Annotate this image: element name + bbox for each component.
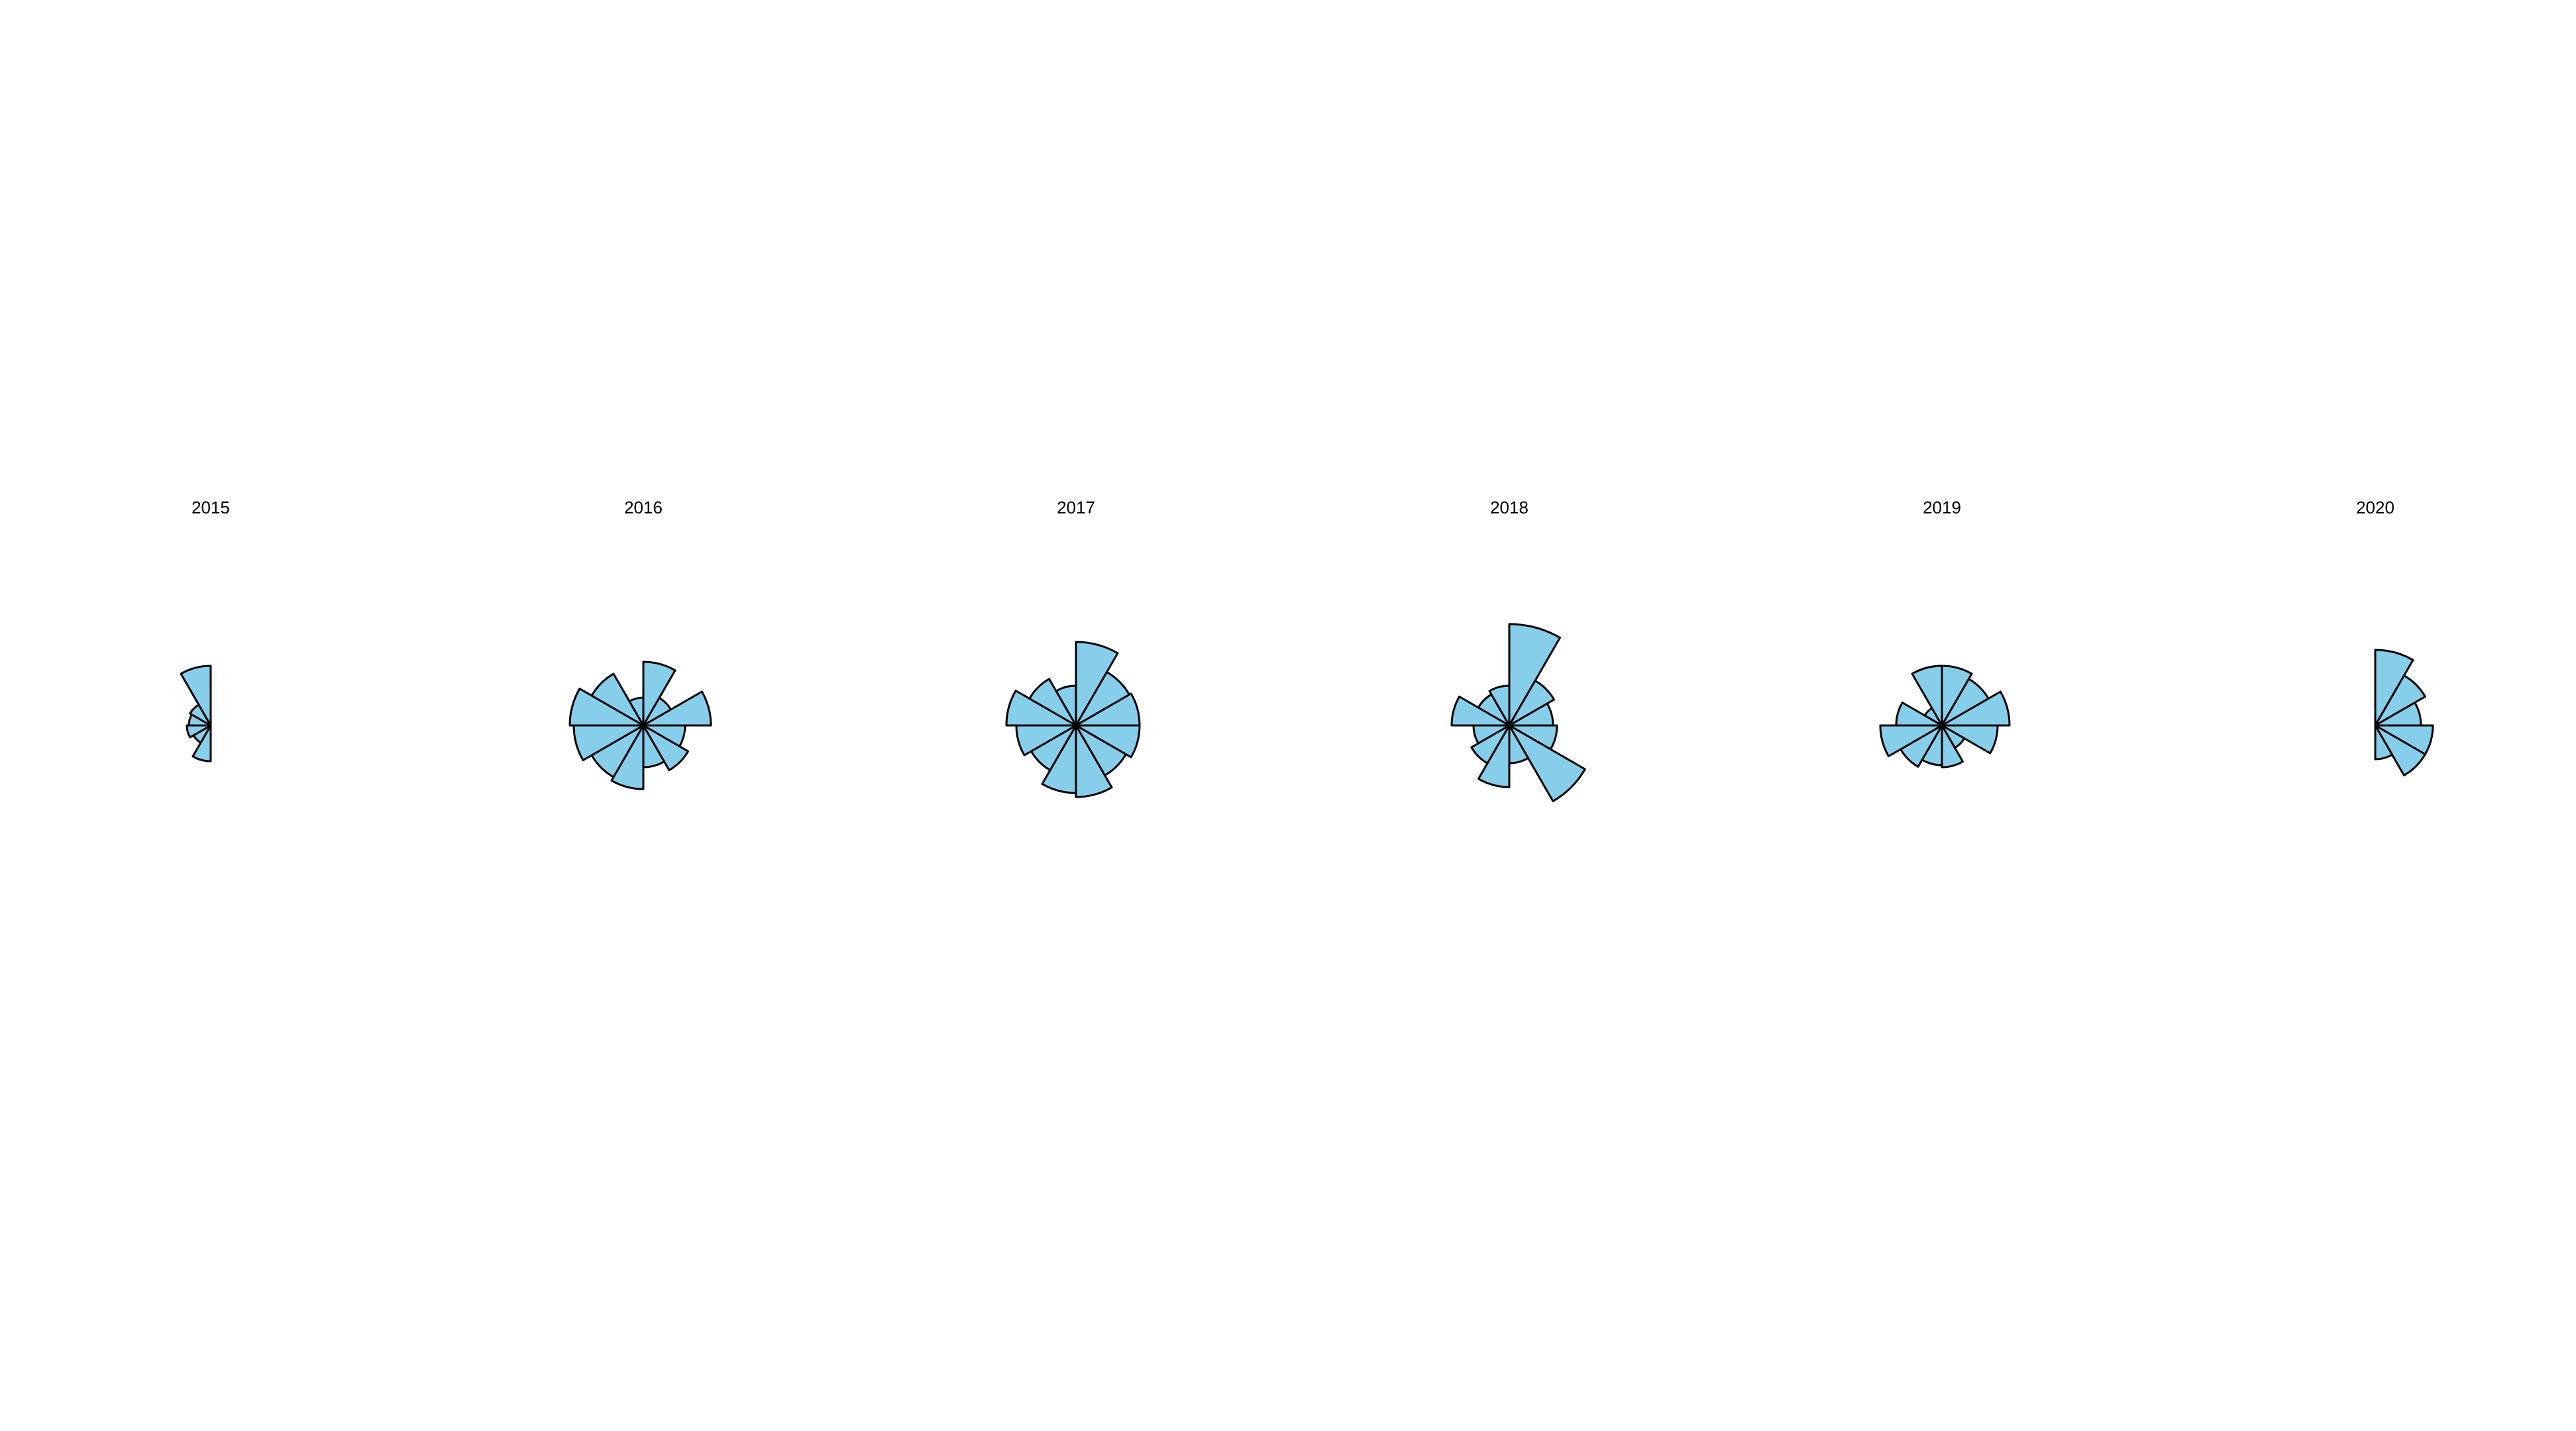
panel-title: 2019	[1923, 498, 1961, 517]
sector-2020-feb	[2374, 674, 2426, 727]
rose-panel-2020: 2020	[2356, 498, 2434, 776]
sector-2018-jan	[1508, 623, 1561, 727]
panel-title: 2016	[624, 498, 663, 517]
sector-2017-jan	[1075, 641, 1119, 727]
rose-panel-2017: 2017	[1005, 498, 1141, 798]
panel-title: 2018	[1490, 498, 1529, 517]
sector-2019-sep	[1879, 724, 1943, 757]
sector-2017-jun	[1075, 724, 1113, 798]
sector-2017-jul	[1041, 724, 1077, 794]
sector-2015-sep	[186, 724, 212, 739]
sector-2016-oct	[568, 688, 645, 727]
panel-title: 2020	[2356, 498, 2394, 517]
sector-2018-feb	[1508, 679, 1556, 727]
sector-2020-jun	[2374, 724, 2393, 761]
rose-panel-2016: 2016	[568, 498, 712, 790]
rose-panel-2015: 2015	[180, 498, 230, 763]
sector-2019-dec	[1911, 664, 1943, 727]
sector-2019-jun	[1941, 724, 1964, 768]
sector-2018-aug	[1470, 724, 1511, 765]
panels-group: 2015 2016 2017 2018 2019 2020	[180, 498, 2434, 802]
sector-2017-apr	[1075, 724, 1141, 759]
sector-2017-dec	[1055, 684, 1077, 727]
sector-2016-jan	[642, 661, 676, 727]
sector-2018-dec	[1488, 684, 1511, 727]
sector-2016-may	[642, 724, 690, 772]
sector-2017-nov	[1028, 678, 1077, 727]
sector-2016-nov	[590, 672, 645, 727]
panel-title: 2017	[1057, 498, 1095, 517]
sector-2017-oct	[1005, 690, 1077, 727]
sector-2016-mar	[642, 690, 712, 727]
sector-2019-mar	[1941, 690, 2011, 727]
sector-2020-jan	[2374, 649, 2414, 727]
sector-2016-jul	[610, 724, 645, 790]
panel-title: 2015	[191, 498, 230, 517]
sector-2016-dec	[628, 696, 645, 727]
sector-2018-jul	[1477, 724, 1511, 788]
sector-2020-may	[2374, 724, 2426, 776]
rose-panel-2019: 2019	[1879, 498, 2011, 768]
sector-2015-dec	[180, 664, 212, 727]
rose-panel-2018: 2018	[1450, 498, 1586, 802]
sector-2018-may	[1508, 724, 1586, 802]
